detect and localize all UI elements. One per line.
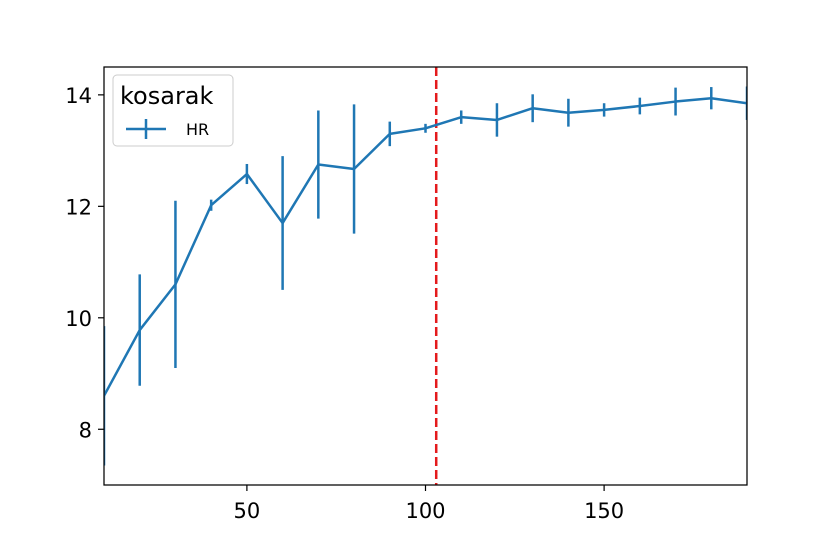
y-tick-label: 14 (65, 84, 92, 108)
x-tick-label: 100 (405, 499, 445, 523)
y-tick-label: 8 (79, 418, 92, 442)
legend-title: kosarak (120, 82, 214, 110)
y-tick-label: 10 (65, 307, 92, 331)
legend: kosarak HR (112, 74, 234, 147)
y-tick-label: 12 (65, 195, 92, 219)
x-tick-label: 150 (584, 499, 624, 523)
axis-ticks: 50 100 150 8 10 12 14 (65, 84, 624, 523)
legend-label-hr: HR (186, 120, 209, 139)
x-tick-label: 50 (234, 499, 261, 523)
plot-area (104, 67, 747, 485)
